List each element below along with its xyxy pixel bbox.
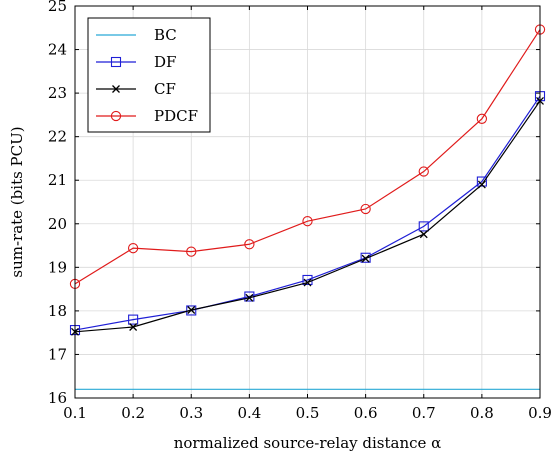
y-tick-label: 25 xyxy=(48,0,67,15)
series-cf-point xyxy=(303,278,312,287)
series-pdcf-point xyxy=(186,246,197,257)
plot-series xyxy=(69,24,546,390)
legend-label-cf: CF xyxy=(154,80,176,98)
series-pdcf-point xyxy=(127,243,139,254)
y-tick-label: 21 xyxy=(48,171,67,189)
series-pdcf-point xyxy=(360,203,371,215)
series-cf-point xyxy=(129,323,138,331)
y-tick-label: 23 xyxy=(48,84,67,102)
legend-label-df: DF xyxy=(154,53,176,71)
y-tick-label: 22 xyxy=(48,128,67,146)
legend-marker-cf xyxy=(112,85,120,93)
x-tick-label: 0.8 xyxy=(470,404,494,422)
y-tick-label: 16 xyxy=(48,389,67,407)
series-cf-point xyxy=(361,254,370,263)
series-cf-point xyxy=(477,180,486,189)
y-tick-label: 18 xyxy=(48,302,67,320)
x-tick-label: 0.5 xyxy=(296,404,320,422)
x-tick-label: 0.3 xyxy=(179,404,203,422)
legend-label-bc: BC xyxy=(154,26,177,44)
series-cf-point xyxy=(187,306,196,314)
series-df-point xyxy=(186,305,197,316)
series-pdcf-point xyxy=(418,166,429,177)
legend-box xyxy=(87,17,211,133)
x-tick-label: 0.9 xyxy=(528,404,552,422)
series-pdcf-point xyxy=(302,216,313,227)
series-df-point xyxy=(418,221,429,232)
x-tick-label: 0.7 xyxy=(412,404,436,422)
legend-item-df: DF xyxy=(96,53,176,71)
y-tick-label: 19 xyxy=(48,258,67,276)
series-pdcf-point xyxy=(476,113,488,124)
legend-item-cf: CF xyxy=(96,80,176,98)
series-cf-point xyxy=(245,293,254,302)
x-axis-label: normalized source-relay distance α xyxy=(174,434,442,452)
legend-item-bc: BC xyxy=(96,26,177,44)
x-tick-label: 0.4 xyxy=(237,404,261,422)
legend: BC DF CF PDCF xyxy=(87,17,211,133)
legend-marker-pdcf xyxy=(110,110,122,122)
series-df-line xyxy=(74,95,541,331)
grid xyxy=(74,5,541,399)
series-df-point xyxy=(360,252,371,263)
series-df-point xyxy=(302,274,313,286)
y-tick-label: 24 xyxy=(48,41,67,59)
y-tick-label: 20 xyxy=(48,215,67,233)
series-pdcf-line xyxy=(74,29,541,285)
series-cf-point xyxy=(419,230,428,239)
axis-ticks: 0.1 0.2 0.3 0.4 0.5 0.6 0.7 0.8 0.9 16 17 18 19 20 21 2… xyxy=(48,0,552,422)
y-tick-label: 17 xyxy=(48,345,67,363)
series-pdcf-point xyxy=(244,239,255,250)
legend-marker-df xyxy=(110,56,122,68)
x-tick-label: 0.1 xyxy=(63,404,87,422)
legend-item-pdcf: PDCF xyxy=(96,107,198,125)
series-df-point xyxy=(128,314,139,325)
legend-label-pdcf: PDCF xyxy=(154,107,198,125)
series-df-point xyxy=(476,176,487,187)
x-tick-label: 0.2 xyxy=(121,404,145,422)
y-axis-label: sum-rate (bits PCU) xyxy=(8,126,26,277)
x-tick-label: 0.6 xyxy=(354,404,378,422)
